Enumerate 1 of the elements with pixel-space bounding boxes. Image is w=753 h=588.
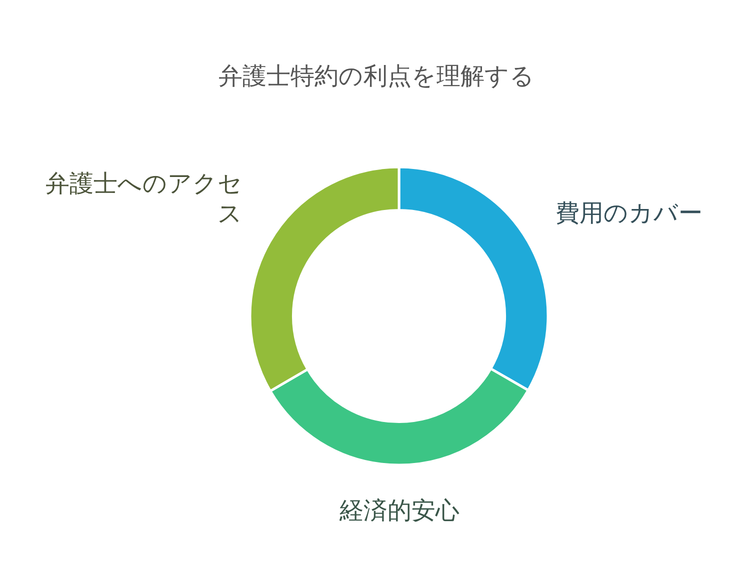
title: 弁護士特約の利点を理解する xyxy=(218,63,534,90)
